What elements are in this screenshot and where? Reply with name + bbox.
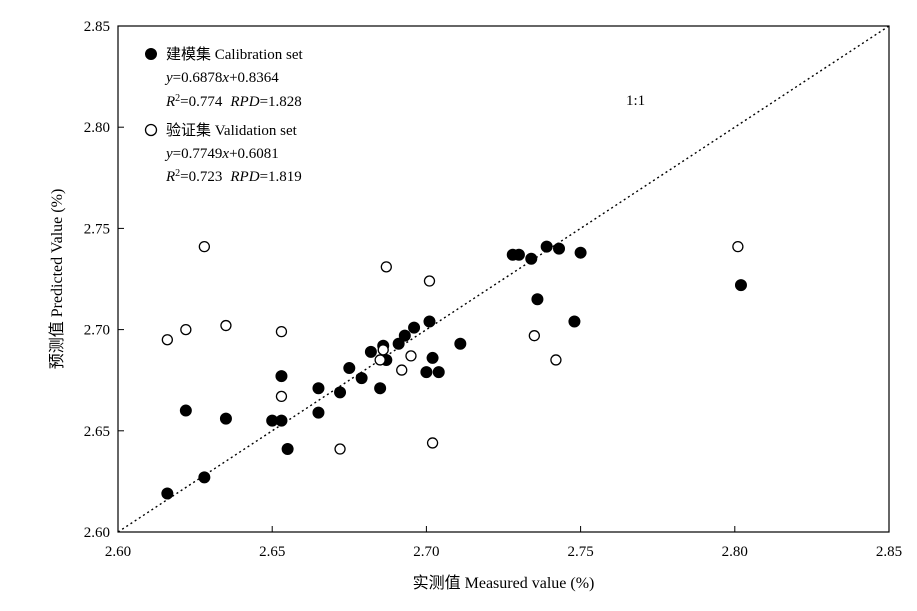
validation-point [396, 364, 408, 376]
validation-point [380, 261, 392, 273]
calibration-point [525, 252, 538, 265]
validation-rpd-value: =1.819 [260, 169, 302, 185]
x-axis-label: 实测值 Measured value (%) [413, 574, 595, 592]
calibration-eq-intercept: +0.8364 [229, 70, 279, 86]
calibration-point [355, 372, 368, 385]
legend: 建模集 Calibration set y=0.6878x+0.8364 R2=… [144, 46, 303, 186]
plot-frame [117, 25, 890, 533]
calibration-point [423, 315, 436, 328]
legend-validation-marker [144, 123, 158, 137]
validation-eq-x: x [221, 146, 229, 162]
y-tick-label: 2.65 [84, 424, 110, 440]
calibration-point [426, 351, 439, 364]
legend-validation-label: 验证集 Validation set [166, 122, 298, 139]
validation-eq-y: y [164, 146, 173, 162]
calibration-point [161, 487, 174, 500]
ticks-layer: 2.60 2.65 2.70 2.75 2.80 2.85 2.60 2.65 2.70 2.75… [84, 19, 902, 560]
validation-r2-value: =0.723 [180, 169, 222, 185]
calibration-point [343, 362, 356, 375]
calibration-r2-value: =0.774 [180, 94, 223, 110]
legend-calibration-marker [145, 48, 157, 60]
validation-point [198, 240, 211, 253]
x-tick-label: 2.60 [105, 544, 131, 560]
calibration-point [531, 293, 544, 306]
calibration-point [219, 412, 232, 425]
validation-equation: y=0.7749x+0.6081 [164, 146, 279, 162]
validation-point [161, 334, 173, 346]
validation-point [528, 330, 540, 342]
validation-point [423, 275, 436, 287]
validation-point [550, 354, 562, 366]
reference-line-layer [117, 25, 890, 533]
validation-point [334, 443, 346, 455]
validation-rpd-symbol: RPD [229, 169, 259, 185]
calibration-eq-y: y [164, 70, 173, 86]
y-tick-label: 2.75 [84, 221, 110, 237]
calibration-equation: y=0.6878x+0.8364 [164, 70, 279, 86]
validation-point [275, 390, 288, 403]
calibration-r-symbol: R [165, 94, 175, 110]
x-tick-label: 2.85 [876, 544, 902, 560]
calibration-eq-x: x [221, 70, 229, 86]
calibration-point [553, 242, 566, 255]
validation-r-superscript: 2 [175, 168, 180, 179]
legend-calibration-label: 建模集 Calibration set [166, 46, 303, 63]
calibration-point [540, 240, 553, 253]
calibration-point [512, 248, 525, 261]
y-axis-label: 预测值 Predicted Value (%) [48, 189, 66, 370]
y-tick-label: 2.85 [84, 19, 110, 35]
calibration-point [281, 443, 294, 456]
validation-point [732, 240, 744, 253]
calibration-rpd-symbol: RPD [229, 94, 259, 110]
calibration-point [574, 246, 587, 259]
validation-point [426, 437, 439, 449]
validation-point [220, 319, 232, 332]
calibration-point [364, 345, 377, 358]
calibration-point [334, 386, 347, 399]
points-layer [161, 240, 747, 500]
y-tick-label: 2.70 [84, 323, 110, 339]
x-tick-label: 2.70 [413, 544, 439, 560]
reference-line-label: 1:1 [626, 93, 645, 109]
validation-point [374, 354, 386, 366]
calibration-r-superscript: 2 [175, 93, 180, 104]
calibration-point [408, 321, 421, 334]
x-tick-label: 2.75 [567, 544, 593, 560]
calibration-point [392, 337, 405, 350]
calibration-point [398, 329, 411, 342]
calibration-point [312, 382, 325, 395]
x-tick-label: 2.65 [259, 544, 285, 560]
calibration-point [179, 404, 192, 417]
calibration-point [275, 414, 288, 427]
calibration-rpd-value: =1.828 [260, 94, 302, 110]
validation-stats: R2=0.723 RPD=1.819 [165, 168, 302, 186]
y-tick-label: 2.60 [84, 525, 110, 541]
validation-r-symbol: R [165, 169, 175, 185]
calibration-point [454, 337, 467, 350]
calibration-point [420, 366, 433, 379]
y-tick-label: 2.80 [84, 120, 110, 136]
validation-point [405, 350, 417, 362]
calibration-point [432, 366, 445, 379]
validation-eq-intercept: +0.6081 [229, 146, 279, 162]
validation-point [377, 344, 389, 356]
calibration-point [374, 382, 387, 395]
calibration-point [568, 315, 581, 328]
validation-point [180, 323, 192, 336]
calibration-point [275, 370, 288, 383]
validation-point [275, 325, 288, 338]
validation-eq-slope: =0.7749 [173, 146, 223, 162]
calibration-point [312, 406, 325, 419]
calibration-eq-slope: =0.6878 [173, 70, 223, 86]
calibration-stats: R2=0.774 RPD=1.828 [165, 93, 302, 111]
x-tick-label: 2.80 [722, 544, 748, 560]
reference-line-1-1 [117, 25, 890, 533]
calibration-point [198, 471, 211, 484]
calibration-point [734, 279, 747, 292]
